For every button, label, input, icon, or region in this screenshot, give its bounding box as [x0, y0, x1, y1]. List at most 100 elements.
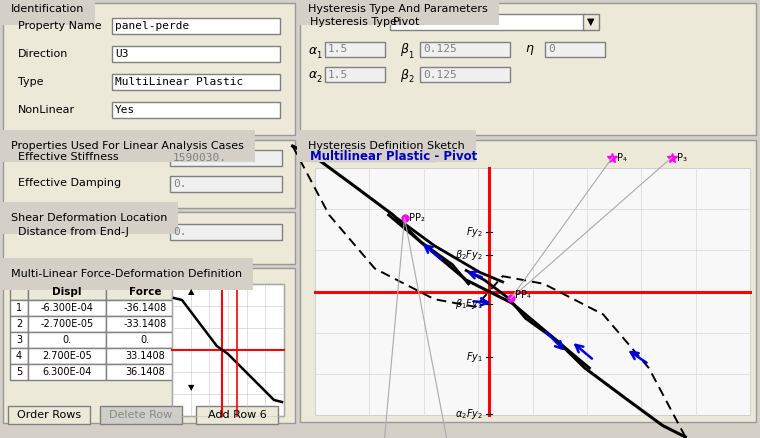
Bar — [184, 364, 198, 380]
Bar — [196, 406, 278, 424]
Bar — [325, 67, 385, 82]
Bar — [28, 364, 106, 380]
Bar — [28, 332, 106, 348]
Bar — [8, 406, 90, 424]
Text: Shear Deformation Location: Shear Deformation Location — [11, 213, 167, 223]
Bar — [390, 14, 585, 30]
Text: Type: Type — [18, 77, 43, 87]
Text: 2: 2 — [16, 319, 22, 329]
Text: 0.125: 0.125 — [423, 45, 457, 54]
Bar — [300, 3, 756, 135]
Text: $\alpha$: $\alpha$ — [308, 43, 318, 57]
Text: PP₂: PP₂ — [409, 213, 424, 223]
Text: 0.: 0. — [62, 335, 71, 345]
Text: Displ: Displ — [52, 287, 82, 297]
Bar — [106, 332, 184, 348]
Bar — [300, 140, 756, 422]
Bar — [184, 316, 198, 332]
Bar — [106, 348, 184, 364]
Text: 1: 1 — [408, 50, 413, 60]
Text: -33.1408: -33.1408 — [123, 319, 166, 329]
Bar — [28, 300, 106, 316]
Text: Multilinear Plastic - Pivot: Multilinear Plastic - Pivot — [310, 149, 477, 162]
Text: 36.1408: 36.1408 — [125, 367, 165, 377]
Bar — [28, 316, 106, 332]
Bar — [106, 364, 184, 380]
Text: P₃: P₃ — [676, 152, 687, 162]
Bar — [315, 168, 750, 415]
Text: 0.: 0. — [173, 179, 186, 189]
Text: MultiLinear Plastic: MultiLinear Plastic — [115, 77, 243, 87]
Text: 1590030.: 1590030. — [173, 153, 227, 163]
Bar — [10, 332, 28, 348]
Text: Hysteresis Type And Parameters: Hysteresis Type And Parameters — [308, 4, 488, 14]
Text: 4: 4 — [16, 351, 22, 361]
Bar — [184, 348, 198, 364]
Bar — [10, 284, 28, 300]
Text: ▼: ▼ — [587, 17, 595, 27]
Text: U3: U3 — [115, 49, 128, 59]
Bar — [170, 224, 282, 240]
Text: 3: 3 — [16, 335, 22, 345]
Bar — [325, 42, 385, 57]
Text: -6.300E-04: -6.300E-04 — [40, 303, 93, 313]
Bar — [3, 268, 295, 423]
Bar — [545, 42, 605, 57]
Text: 1: 1 — [316, 50, 321, 60]
Bar — [420, 42, 510, 57]
Text: 6.300E-04: 6.300E-04 — [43, 367, 92, 377]
Text: Delete Row: Delete Row — [109, 410, 173, 420]
Bar — [112, 74, 280, 90]
Bar — [3, 212, 295, 264]
Text: Effective Stiffness: Effective Stiffness — [18, 152, 119, 162]
Text: 1: 1 — [16, 303, 22, 313]
Text: 2: 2 — [408, 75, 413, 85]
Text: 1.5: 1.5 — [328, 45, 348, 54]
Bar — [184, 300, 198, 316]
Text: $\beta$: $\beta$ — [400, 42, 410, 59]
Text: 33.1408: 33.1408 — [125, 351, 165, 361]
Text: 0.: 0. — [141, 335, 150, 345]
Bar — [106, 300, 184, 316]
Bar — [28, 348, 106, 364]
Bar — [106, 284, 184, 300]
Bar — [28, 284, 106, 300]
Text: Identification: Identification — [11, 4, 84, 14]
Bar — [112, 102, 280, 118]
Text: $\beta$: $\beta$ — [400, 67, 410, 84]
Text: PP₄: PP₄ — [515, 290, 530, 300]
Text: 0.: 0. — [173, 227, 186, 237]
Bar — [170, 150, 282, 166]
Bar — [10, 300, 28, 316]
Bar — [112, 18, 280, 34]
Text: Pivot: Pivot — [393, 17, 420, 27]
Text: P₄: P₄ — [617, 152, 627, 162]
Text: $\alpha$: $\alpha$ — [308, 68, 318, 81]
Bar — [3, 3, 295, 135]
Bar — [172, 284, 284, 416]
Text: 2.700E-05: 2.700E-05 — [42, 351, 92, 361]
Text: ▲: ▲ — [188, 287, 195, 297]
Text: 1.5: 1.5 — [328, 70, 348, 80]
Text: Direction: Direction — [18, 49, 68, 59]
Bar — [170, 176, 282, 192]
Bar — [583, 14, 599, 30]
Bar — [100, 406, 182, 424]
Bar — [112, 46, 280, 62]
Text: Hysteresis Definition Sketch: Hysteresis Definition Sketch — [308, 141, 465, 151]
Text: NonLinear: NonLinear — [18, 105, 75, 115]
Text: Hysteresis Type: Hysteresis Type — [310, 17, 397, 27]
Text: Yes: Yes — [115, 105, 135, 115]
Text: Effective Damping: Effective Damping — [18, 178, 121, 188]
Text: ▼: ▼ — [188, 384, 195, 392]
Text: panel-perde: panel-perde — [115, 21, 189, 31]
Bar — [10, 316, 28, 332]
Bar — [420, 67, 510, 82]
Bar — [184, 284, 198, 300]
Text: $\eta$: $\eta$ — [525, 43, 534, 57]
Text: Property Name: Property Name — [18, 21, 102, 31]
Bar — [10, 348, 28, 364]
Text: Add Row 6: Add Row 6 — [207, 410, 266, 420]
Text: Force: Force — [128, 287, 161, 297]
Text: $\alpha_2 Fy_2$: $\alpha_2 Fy_2$ — [455, 407, 483, 421]
